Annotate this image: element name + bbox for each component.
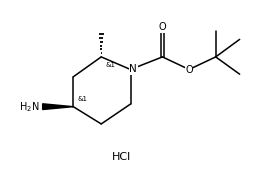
Text: O: O <box>159 22 166 32</box>
Polygon shape <box>43 104 73 110</box>
Text: &1: &1 <box>105 62 116 68</box>
Text: H$_2$N: H$_2$N <box>19 100 40 113</box>
Text: HCl: HCl <box>112 152 131 162</box>
Text: &1: &1 <box>77 96 88 102</box>
Text: N: N <box>129 64 137 74</box>
Text: O: O <box>185 65 193 75</box>
